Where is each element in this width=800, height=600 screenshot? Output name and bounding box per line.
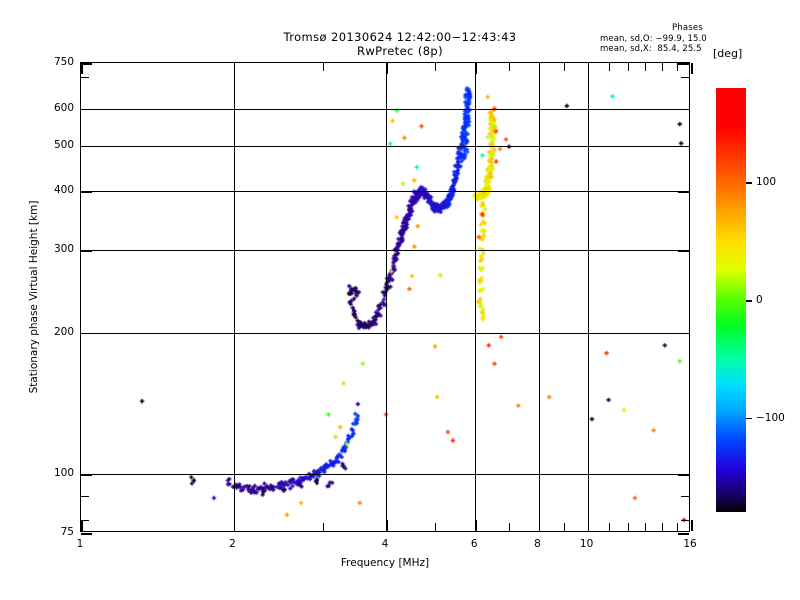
x-axis-tick	[386, 63, 388, 74]
y-axis-tick	[678, 191, 689, 193]
gridline-vertical	[233, 63, 235, 531]
y-axis-tick-label: 600	[53, 101, 74, 114]
x-axis-tick	[475, 520, 477, 531]
colorbar: 100 0 −100	[716, 88, 785, 512]
x-axis-tick	[691, 520, 693, 531]
x-axis-tick	[608, 63, 610, 71]
y-axis-tick	[678, 108, 689, 110]
x-axis-tick	[475, 63, 477, 74]
x-axis-tick	[676, 63, 678, 71]
y-axis-tick	[678, 63, 689, 65]
x-axis-tick	[386, 520, 388, 531]
y-axis-tick-label: 750	[53, 56, 74, 68]
x-axis-tick	[538, 63, 540, 74]
plot-area	[80, 62, 693, 535]
x-axis-tick	[509, 63, 511, 71]
y-axis-tick	[81, 63, 92, 65]
colorbar-unit-label: [deg]	[713, 47, 743, 60]
x-axis-tick	[627, 523, 629, 531]
y-axis-tick	[678, 250, 689, 252]
plot-title-line1: Tromsø 20130624 12:42:00−12:43:43	[283, 30, 517, 44]
colorbar-gradient	[716, 88, 746, 512]
x-axis-tick	[587, 63, 590, 74]
y-axis-tick	[81, 108, 92, 110]
y-axis-tick	[81, 332, 92, 335]
x-axis-tick	[676, 523, 678, 531]
x-axis-tick	[661, 63, 663, 71]
colorbar-tick	[746, 417, 752, 420]
x-axis-tick	[81, 520, 83, 531]
y-axis-tick	[678, 145, 689, 148]
x-axis-tick	[691, 63, 693, 74]
x-axis-tick	[645, 63, 647, 71]
x-axis-tick-label: 1	[76, 538, 84, 550]
gridline-horizontal	[81, 250, 689, 251]
y-axis-tick	[81, 474, 92, 476]
gridline-horizontal	[81, 332, 689, 334]
colorbar-tick	[746, 300, 752, 302]
y-axis-tick-label: 400	[53, 184, 74, 197]
x-axis-tick-label: 16	[683, 538, 697, 550]
y-axis-tick	[678, 332, 689, 335]
y-axis-tick	[678, 474, 689, 476]
gridline-horizontal	[81, 474, 689, 476]
stats-x-mode: mean, sd,X: 85.4, 25.5	[600, 44, 702, 54]
y-axis-tick	[81, 519, 89, 521]
x-axis-tick	[233, 63, 235, 74]
y-axis-tick	[681, 495, 689, 497]
x-axis-tick	[564, 523, 566, 531]
y-axis-tick-label: 200	[53, 325, 74, 338]
x-axis-tick-label: 6	[470, 538, 478, 550]
y-axis-tick	[81, 495, 89, 497]
x-axis-tick-label: 4	[381, 538, 389, 550]
y-axis-tick	[681, 519, 689, 521]
y-axis-tick-label: 75	[60, 526, 74, 538]
y-axis-tick	[81, 533, 92, 535]
x-axis-tick	[538, 520, 540, 531]
x-axis-tick	[627, 63, 629, 71]
x-axis-tick	[645, 523, 647, 531]
x-axis-tick	[81, 63, 83, 74]
y-axis-title: Stationary phase Virtual Height [km]	[28, 200, 40, 394]
x-axis-title: Frequency [MHz]	[340, 557, 430, 569]
stats-o-mode: mean, sd,O: −99.9, 15.0	[600, 33, 707, 44]
plot-title-line2: RwPretec (8p)	[356, 44, 444, 58]
x-axis-tick	[435, 63, 437, 71]
x-axis-tick	[322, 523, 324, 531]
phase-statistics-box: Phases mean, sd,O: −99.9, 15.0 mean, sd,…	[600, 23, 775, 55]
stats-heading: Phases	[671, 23, 703, 33]
x-axis-tick-label: 8	[534, 538, 541, 550]
y-axis-tick	[81, 77, 89, 79]
x-axis-tick	[322, 63, 324, 71]
y-axis-tick	[81, 145, 92, 148]
gridline-vertical	[587, 63, 589, 531]
gridline-vertical	[386, 63, 387, 531]
y-axis-tick	[81, 250, 92, 252]
y-axis-tick	[81, 191, 92, 193]
y-axis-tick	[678, 533, 689, 535]
colorbar-tick	[746, 182, 752, 184]
x-axis-tick	[233, 520, 235, 531]
x-axis-tick	[661, 523, 663, 531]
colorbar-tick-label: 100	[756, 176, 777, 189]
y-axis-tick-label: 100	[53, 467, 74, 480]
x-axis-tick	[587, 520, 590, 531]
y-axis-tick-label: 300	[53, 243, 74, 255]
colorbar-tick-label: 0	[756, 294, 763, 306]
gridline-vertical	[475, 63, 477, 531]
x-axis-tick-label: 10	[579, 538, 594, 550]
y-axis-tick-label: 500	[53, 138, 74, 151]
gridline-horizontal	[81, 191, 689, 193]
y-axis-tick	[681, 77, 689, 79]
x-axis-tick-label: 2	[229, 538, 236, 550]
gridline-horizontal	[81, 108, 689, 110]
x-axis-tick	[435, 523, 437, 531]
colorbar-tick-label: −100	[756, 411, 785, 424]
x-axis-tick	[509, 523, 511, 531]
x-axis-tick	[608, 523, 610, 531]
x-axis-tick	[564, 63, 566, 71]
gridline-horizontal	[81, 145, 689, 147]
gridline-vertical	[538, 63, 540, 531]
